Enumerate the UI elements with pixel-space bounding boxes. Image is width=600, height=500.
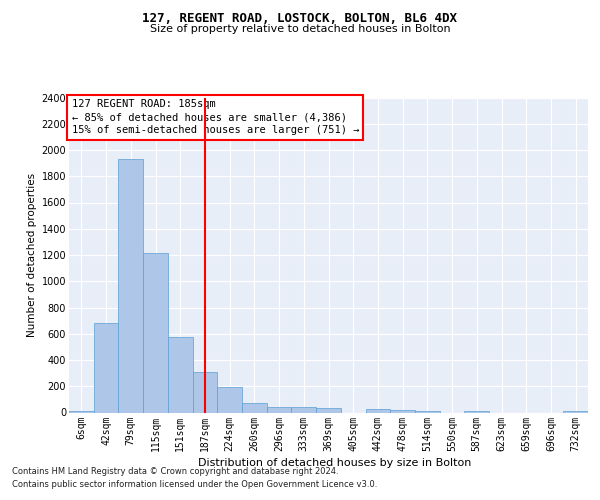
Text: Size of property relative to detached houses in Bolton: Size of property relative to detached ho…	[149, 24, 451, 34]
Bar	[292, 406, 316, 412]
Bar	[316, 408, 341, 412]
Text: Contains public sector information licensed under the Open Government Licence v3: Contains public sector information licen…	[12, 480, 377, 489]
Bar	[193, 372, 217, 412]
Bar	[217, 387, 242, 412]
Bar	[267, 406, 292, 412]
Bar	[118, 159, 143, 412]
Bar	[168, 337, 193, 412]
Text: 127 REGENT ROAD: 185sqm
← 85% of detached houses are smaller (4,386)
15% of semi: 127 REGENT ROAD: 185sqm ← 85% of detache…	[71, 99, 359, 136]
Bar	[365, 409, 390, 412]
Text: Distribution of detached houses by size in Bolton: Distribution of detached houses by size …	[197, 458, 471, 468]
Y-axis label: Number of detached properties: Number of detached properties	[28, 173, 37, 337]
Bar	[143, 253, 168, 412]
Bar	[94, 322, 118, 412]
Bar	[563, 411, 588, 412]
Bar	[464, 411, 489, 412]
Bar	[242, 402, 267, 412]
Text: Contains HM Land Registry data © Crown copyright and database right 2024.: Contains HM Land Registry data © Crown c…	[12, 467, 338, 476]
Bar	[69, 411, 94, 412]
Bar	[415, 410, 440, 412]
Text: 127, REGENT ROAD, LOSTOCK, BOLTON, BL6 4DX: 127, REGENT ROAD, LOSTOCK, BOLTON, BL6 4…	[143, 12, 458, 26]
Bar	[390, 410, 415, 412]
